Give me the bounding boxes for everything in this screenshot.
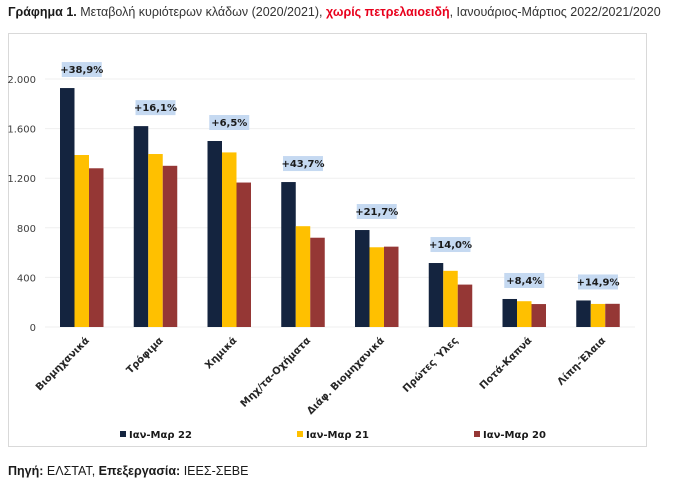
legend-label: Ιαν-Μαρ 20 xyxy=(483,430,546,441)
chart-title-prefix: Γράφημα 1. xyxy=(8,5,77,19)
bar xyxy=(295,226,311,327)
legend-swatch xyxy=(474,431,480,437)
source-note: Πηγή: ΕΛΣΤΑΤ, Επεξεργασία: ΙΕΕΣ-ΣΕΒΕ xyxy=(8,464,248,478)
x-tick-label: Τρόφιμα xyxy=(124,335,166,377)
chart-title-suffix: , Ιανουάριος-Μάρτιος 2022/2021/2020 xyxy=(449,5,661,19)
pct-change-label: +14,0% xyxy=(429,240,472,251)
y-tick-label: 2.000 xyxy=(7,75,36,86)
x-tick-label: Χημικά xyxy=(203,335,240,372)
pct-change-badge xyxy=(209,115,250,130)
chart-frame xyxy=(8,33,647,447)
pct-change-label: +43,7% xyxy=(281,159,324,170)
bar xyxy=(502,298,517,327)
pct-change-badge xyxy=(578,274,618,290)
pct-change-badge xyxy=(504,272,545,288)
x-tick-label: Ποτά-Καπνά xyxy=(477,335,534,392)
bar xyxy=(162,165,178,327)
bar xyxy=(207,141,222,327)
bar xyxy=(428,263,444,327)
bar xyxy=(236,182,251,327)
x-tick-label: Λίπη-Έλαια xyxy=(555,335,608,388)
bar xyxy=(457,284,473,327)
bar xyxy=(355,230,370,327)
y-tick-label: 400 xyxy=(17,273,36,284)
x-tick-label: Διάφ. Βιομηχανικά xyxy=(305,335,387,417)
chart-title-highlight: χωρίς πετρελαιοειδή xyxy=(325,5,450,19)
bar xyxy=(384,246,399,327)
bar xyxy=(133,126,149,328)
processing-value: ΙΕΕΣ-ΣΕΒΕ xyxy=(180,464,249,478)
bar xyxy=(310,237,325,327)
pct-change-label: +21,7% xyxy=(355,207,398,218)
pct-change-badge xyxy=(356,204,397,220)
legend-swatch xyxy=(297,431,303,437)
y-tick-label: 800 xyxy=(17,224,36,235)
pct-change-badge xyxy=(61,62,102,78)
pct-change-label: +8,4% xyxy=(506,276,542,287)
bar xyxy=(148,154,163,327)
bar xyxy=(517,301,532,327)
legend-label: Ιαν-Μαρ 21 xyxy=(306,430,369,441)
chart-title-main: Μεταβολή κυριότερων κλάδων (2020/2021), xyxy=(76,5,326,19)
processing-label: Επεξεργασία: xyxy=(98,464,181,478)
bar xyxy=(222,152,237,327)
pct-change-badge xyxy=(135,100,176,116)
x-tick-label: Πρώτες Ύλες xyxy=(400,335,460,395)
bar xyxy=(89,168,104,327)
pct-change-label: +38,9% xyxy=(60,65,103,76)
y-tick-label: 1.200 xyxy=(7,174,36,185)
source-label: Πηγή: xyxy=(8,464,44,478)
y-tick-label: 0 xyxy=(30,323,36,334)
pct-change-label: +16,1% xyxy=(134,103,177,114)
source-value: ΕΛΣΤΑΤ, xyxy=(43,464,99,478)
bar xyxy=(369,247,384,327)
bar xyxy=(590,303,606,327)
bar xyxy=(60,88,75,327)
pct-change-label: +6,5% xyxy=(211,118,247,129)
legend-swatch xyxy=(120,431,126,437)
bar xyxy=(531,304,546,327)
pct-change-label: +14,9% xyxy=(576,277,619,288)
x-tick-label: Μηχ/τα-Οχήματα xyxy=(238,335,313,410)
bar xyxy=(576,300,591,327)
bar xyxy=(281,182,296,327)
x-tick-label: Βιομηχανικά xyxy=(33,335,92,394)
bar xyxy=(605,303,620,327)
y-tick-label: 1.600 xyxy=(7,125,36,136)
bar xyxy=(74,155,89,327)
pct-change-badge xyxy=(283,156,323,172)
bar xyxy=(443,270,458,327)
chart-title: Γράφημα 1. Μεταβολή κυριότερων κλάδων (2… xyxy=(8,5,661,19)
legend-label: Ιαν-Μαρ 22 xyxy=(129,430,192,441)
pct-change-badge xyxy=(430,237,471,253)
